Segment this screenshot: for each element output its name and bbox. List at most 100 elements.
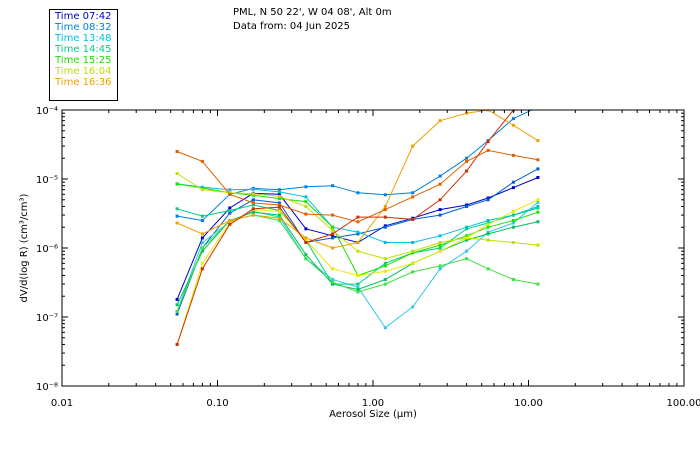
chart-subtitle: Data from: 04 Jun 2025 [233,21,351,32]
data-point [536,206,540,210]
x-tick-label: 0.01 [51,398,73,409]
series-group [175,172,540,261]
data-point [251,198,255,202]
data-point [486,267,490,271]
legend-item: Time 13:48 [55,33,112,44]
data-point [511,225,515,229]
data-point [200,232,204,236]
data-point [536,200,540,204]
data-point [536,198,540,202]
data-point [277,219,281,222]
data-point [200,236,204,240]
data-point [175,297,179,301]
data-point [383,264,387,268]
data-point [486,148,490,152]
data-point [511,180,515,184]
data-point [465,238,469,242]
data-point [465,156,469,160]
data-point [511,186,515,190]
data-point [383,215,387,219]
data-point [511,278,515,281]
data-point [356,282,360,286]
data-point [277,201,281,205]
data-point [251,203,255,207]
data-point [465,257,469,261]
data-point [175,214,179,218]
data-point [411,305,415,309]
data-point [200,159,204,163]
data-point [277,213,281,217]
data-point [304,185,308,189]
data-point [304,195,308,199]
data-point [228,211,232,215]
data-point [277,192,281,196]
data-point [438,198,442,202]
data-point [200,261,204,265]
data-point [175,312,179,316]
series-line [177,183,539,277]
data-point [486,219,490,222]
data-point [356,249,360,253]
data-point [228,222,232,226]
data-point [383,205,387,208]
data-point [356,232,360,236]
y-tick-label: 10⁻⁶ [36,244,58,255]
data-point [228,219,232,222]
data-point [277,216,281,220]
data-point [486,198,490,202]
data-point [331,236,335,240]
data-point [277,203,281,207]
data-point [438,241,442,244]
data-point [356,230,360,234]
data-point [536,139,540,143]
data-point [486,110,490,112]
data-point [536,106,539,109]
data-point [200,246,204,250]
data-point [536,243,540,247]
data-point [356,288,360,291]
x-tick-label: 10.00 [514,398,543,409]
chart-title: PML, N 50 22', W 04 08', Alt 0m [233,7,392,18]
data-point [200,267,204,271]
data-point [200,214,204,218]
data-point [465,205,469,208]
data-point [511,123,515,127]
data-point [411,144,415,148]
data-point [277,205,281,209]
data-point [304,200,308,204]
data-point [438,119,442,123]
data-point [331,278,335,281]
data-point [383,269,387,273]
data-point [438,246,442,250]
data-point [383,225,387,229]
data-point [304,241,308,244]
legend-item: Time 16:04 [55,66,112,77]
y-tick-label: 10⁻⁴ [36,106,58,117]
data-point [486,238,490,242]
data-point [304,227,308,231]
data-point [304,238,308,242]
data-point [465,227,469,231]
data-point [331,282,335,286]
data-point [511,153,515,157]
data-point [277,197,281,201]
data-point [465,159,469,163]
data-point [383,326,387,330]
data-point [228,206,232,210]
series-line [176,214,538,312]
data-point [486,230,490,234]
data-point [438,213,442,217]
data-point [175,343,179,346]
data-point [411,251,415,255]
data-point [383,208,387,212]
data-point [356,215,360,219]
data-point [438,182,442,186]
data-point [356,241,360,244]
data-point [536,210,540,214]
data-point [411,217,415,221]
legend-item: Time 16:36 [55,77,112,88]
data-point [536,176,540,179]
data-point [465,234,469,238]
data-point [383,282,387,286]
